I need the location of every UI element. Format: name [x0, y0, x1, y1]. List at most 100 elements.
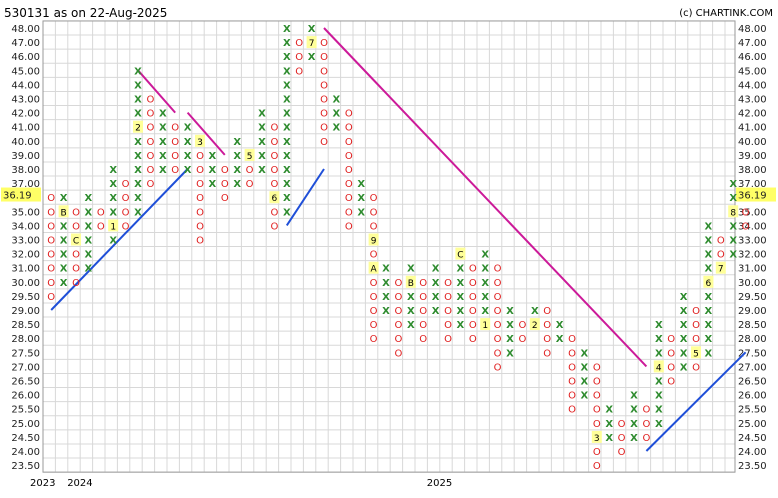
- x-mark: X: [283, 38, 291, 49]
- o-mark: O: [270, 165, 278, 176]
- o-mark: O: [146, 123, 154, 134]
- o-mark: O: [394, 278, 402, 289]
- month-marker-bg: [691, 346, 701, 359]
- o-mark: O: [494, 306, 502, 317]
- x-mark: X: [432, 278, 440, 289]
- o-mark: O: [270, 137, 278, 148]
- price-tick-left: 25.00: [11, 419, 40, 430]
- x-mark: X: [655, 377, 663, 388]
- price-tick-left: 45.00: [11, 66, 40, 77]
- x-mark: X: [283, 179, 291, 190]
- o-mark: O: [419, 292, 427, 303]
- month-marker-bg: [405, 275, 416, 288]
- o-mark: O: [419, 278, 427, 289]
- chart-credit: (c) CHARTINK.COM: [679, 8, 773, 19]
- x-mark: X: [60, 193, 68, 204]
- x-mark: X: [159, 123, 167, 134]
- o-mark: O: [196, 207, 204, 218]
- x-mark: X: [258, 137, 266, 148]
- x-mark: X: [333, 95, 341, 106]
- x-mark: X: [481, 306, 489, 317]
- x-mark: X: [655, 334, 663, 345]
- price-tick-right: 42.00: [738, 109, 767, 120]
- o-mark: O: [295, 66, 303, 77]
- x-mark: X: [60, 236, 68, 247]
- x-mark: X: [581, 391, 589, 402]
- o-mark: O: [494, 292, 502, 303]
- o-mark: O: [469, 306, 477, 317]
- month-marker-bg: [244, 148, 255, 161]
- x-mark: X: [481, 250, 489, 261]
- price-tick-right: 38.00: [738, 165, 767, 176]
- o-mark: O: [518, 334, 526, 345]
- price-tick-right: 32.00: [738, 250, 767, 261]
- x-mark: X: [680, 320, 688, 331]
- month-marker: 8: [730, 208, 736, 218]
- year-label: 2025: [427, 478, 452, 489]
- x-mark: X: [605, 405, 613, 416]
- x-mark: X: [357, 179, 365, 190]
- x-mark: X: [432, 292, 440, 303]
- o-mark: O: [518, 320, 526, 331]
- o-mark: O: [568, 377, 576, 388]
- x-mark: X: [630, 391, 638, 402]
- o-mark: O: [345, 179, 353, 190]
- o-mark: O: [494, 278, 502, 289]
- x-mark: X: [407, 292, 415, 303]
- o-mark: O: [196, 165, 204, 176]
- x-mark: X: [109, 207, 117, 218]
- o-mark: O: [543, 334, 551, 345]
- o-mark: O: [568, 362, 576, 373]
- price-tick-left: 24.00: [11, 447, 40, 458]
- o-mark: O: [270, 207, 278, 218]
- o-mark: O: [47, 236, 55, 247]
- x-mark: X: [283, 151, 291, 162]
- o-mark: O: [370, 320, 378, 331]
- o-mark: O: [469, 264, 477, 275]
- o-mark: O: [370, 250, 378, 261]
- o-mark: O: [72, 278, 80, 289]
- o-mark: O: [692, 320, 700, 331]
- month-marker: 3: [197, 138, 203, 148]
- o-mark: O: [667, 348, 675, 359]
- o-mark: O: [345, 137, 353, 148]
- x-mark: X: [283, 52, 291, 63]
- x-mark: X: [283, 137, 291, 148]
- o-mark: O: [444, 306, 452, 317]
- o-mark: O: [444, 320, 452, 331]
- x-mark: X: [184, 137, 192, 148]
- o-mark: O: [171, 151, 179, 162]
- x-mark: X: [581, 377, 589, 388]
- price-tick-right: 31.00: [738, 264, 767, 275]
- price-tick-left: 33.00: [11, 236, 40, 247]
- plot-border: [42, 20, 736, 473]
- o-mark: O: [618, 419, 626, 430]
- o-mark: O: [122, 193, 130, 204]
- x-mark: X: [85, 193, 93, 204]
- x-mark: X: [729, 193, 737, 204]
- price-tick-right: 39.00: [738, 151, 767, 162]
- x-mark: X: [109, 236, 117, 247]
- o-mark: O: [345, 151, 353, 162]
- o-mark: O: [370, 193, 378, 204]
- month-marker-bg: [703, 275, 714, 288]
- x-mark: X: [481, 292, 489, 303]
- price-tick-left: 40.00: [11, 137, 40, 148]
- x-mark: X: [134, 179, 142, 190]
- x-mark: X: [109, 165, 117, 176]
- x-mark: X: [109, 179, 117, 190]
- o-mark: O: [47, 207, 55, 218]
- o-mark: O: [295, 38, 303, 49]
- o-mark: O: [146, 165, 154, 176]
- price-tick-right: 44.00: [738, 80, 767, 91]
- x-mark: X: [729, 179, 737, 190]
- o-mark: O: [196, 193, 204, 204]
- x-mark: X: [407, 264, 415, 275]
- month-marker: C: [457, 251, 463, 261]
- x-mark: X: [705, 348, 713, 359]
- x-mark: X: [481, 264, 489, 275]
- o-mark: O: [568, 391, 576, 402]
- trend-layer: [50, 27, 747, 452]
- o-mark: O: [320, 109, 328, 120]
- current-price-label: 36.19: [738, 191, 767, 202]
